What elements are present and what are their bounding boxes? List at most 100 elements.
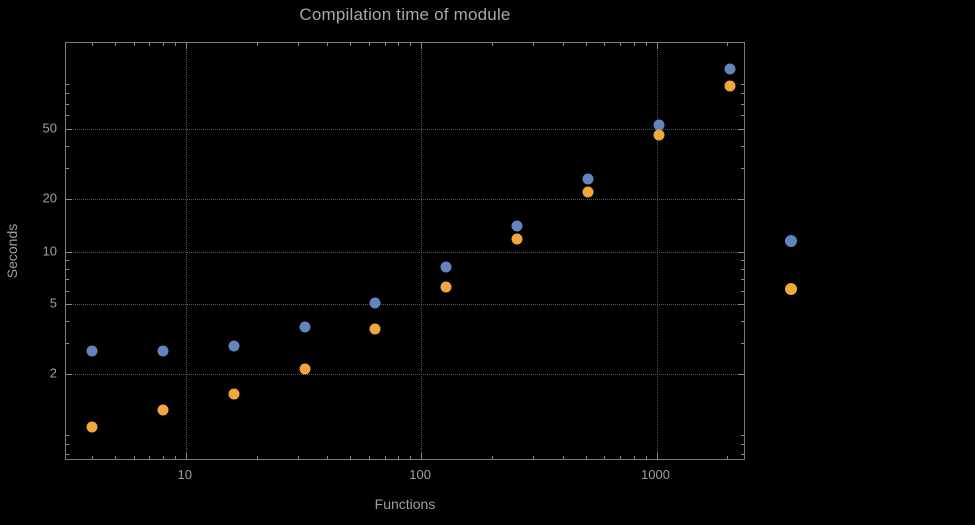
axis-tick bbox=[727, 456, 729, 459]
axis-tick bbox=[585, 43, 587, 46]
axis-tick bbox=[398, 456, 400, 459]
data-point-series-2 bbox=[86, 421, 98, 433]
data-point-series-1 bbox=[440, 261, 452, 273]
legend-marker-series-2 bbox=[785, 283, 797, 295]
axis-tick bbox=[741, 93, 744, 95]
axis-tick bbox=[491, 43, 493, 46]
axis-tick bbox=[66, 259, 69, 261]
axis-tick bbox=[645, 43, 647, 46]
axis-tick bbox=[66, 168, 69, 170]
axis-tick bbox=[741, 444, 744, 445]
axis-tick bbox=[738, 304, 744, 306]
axis-tick bbox=[66, 435, 69, 437]
axis-tick bbox=[66, 198, 72, 200]
y-tick-label: 5 bbox=[49, 295, 57, 311]
axis-tick bbox=[66, 103, 69, 105]
axis-tick bbox=[604, 456, 606, 459]
axis-tick bbox=[66, 268, 69, 270]
gridline-y-5 bbox=[66, 304, 744, 306]
axis-tick bbox=[162, 43, 164, 46]
axis-tick bbox=[368, 456, 370, 459]
axis-tick bbox=[66, 374, 72, 376]
y-axis-label: Seconds bbox=[4, 223, 20, 279]
axis-tick bbox=[256, 456, 258, 459]
axis-tick bbox=[185, 453, 187, 459]
axis-tick bbox=[738, 198, 744, 200]
gridline-x-1000 bbox=[656, 43, 658, 459]
data-point-series-1 bbox=[157, 345, 169, 357]
axis-tick bbox=[741, 454, 744, 456]
axis-tick bbox=[66, 454, 69, 456]
data-point-series-2 bbox=[228, 388, 240, 400]
data-point-series-2 bbox=[582, 186, 594, 198]
axis-tick bbox=[633, 43, 635, 46]
axis-tick bbox=[738, 129, 744, 131]
axis-tick bbox=[741, 268, 744, 270]
axis-tick bbox=[66, 290, 69, 292]
data-point-series-1 bbox=[369, 297, 381, 309]
data-point-series-2 bbox=[511, 233, 523, 245]
axis-tick bbox=[350, 43, 352, 46]
data-point-series-1 bbox=[653, 119, 665, 131]
axis-tick bbox=[66, 84, 69, 86]
axis-tick bbox=[162, 456, 164, 459]
axis-tick bbox=[633, 456, 635, 459]
data-point-series-2 bbox=[440, 281, 452, 293]
axis-tick bbox=[398, 43, 400, 46]
chart-title: Compilation time of module bbox=[299, 5, 511, 24]
axis-tick bbox=[298, 456, 300, 459]
axis-tick bbox=[298, 43, 300, 46]
data-point-series-2 bbox=[157, 404, 169, 416]
plot-frame bbox=[65, 42, 745, 460]
data-point-series-1 bbox=[299, 321, 311, 333]
data-point-series-1 bbox=[511, 220, 523, 232]
axis-tick bbox=[384, 456, 386, 459]
axis-tick bbox=[174, 43, 176, 46]
x-tick-label: 100 bbox=[409, 467, 431, 482]
axis-tick bbox=[133, 456, 135, 459]
gridline-y-2 bbox=[66, 374, 744, 376]
data-point-series-1 bbox=[228, 340, 240, 352]
axis-tick bbox=[66, 304, 72, 306]
axis-tick bbox=[66, 251, 72, 253]
axis-tick bbox=[66, 444, 69, 445]
data-point-series-2 bbox=[724, 80, 736, 92]
x-tick-label: 10 bbox=[177, 467, 192, 482]
axis-tick bbox=[741, 343, 744, 345]
axis-tick bbox=[741, 321, 744, 323]
axis-tick bbox=[185, 43, 187, 49]
axis-tick bbox=[741, 84, 744, 86]
gridline-x-100 bbox=[421, 43, 423, 459]
axis-tick bbox=[727, 43, 729, 46]
axis-tick bbox=[149, 456, 151, 459]
y-tick-label: 20 bbox=[42, 190, 57, 206]
x-tick-label: 1000 bbox=[641, 467, 670, 482]
x-axis-label: Functions bbox=[374, 496, 436, 512]
axis-tick bbox=[645, 456, 647, 459]
axis-tick bbox=[533, 43, 535, 46]
axis-tick bbox=[562, 456, 564, 459]
axis-tick bbox=[66, 343, 69, 345]
axis-tick bbox=[114, 43, 116, 46]
axis-tick bbox=[741, 278, 744, 280]
axis-tick bbox=[656, 453, 658, 459]
axis-tick bbox=[533, 456, 535, 459]
axis-tick bbox=[256, 43, 258, 46]
data-point-series-1 bbox=[86, 345, 98, 357]
gridline-y-20 bbox=[66, 198, 744, 200]
axis-tick bbox=[656, 43, 658, 49]
axis-tick bbox=[741, 259, 744, 261]
axis-tick bbox=[741, 435, 744, 437]
axis-tick bbox=[66, 321, 69, 323]
axis-tick bbox=[741, 168, 744, 170]
axis-tick bbox=[350, 456, 352, 459]
y-tick-label: 2 bbox=[49, 365, 57, 381]
axis-tick bbox=[738, 251, 744, 253]
data-point-series-2 bbox=[299, 363, 311, 375]
axis-tick bbox=[149, 43, 151, 46]
axis-tick bbox=[741, 103, 744, 105]
axis-tick bbox=[585, 456, 587, 459]
data-point-series-1 bbox=[724, 63, 736, 75]
axis-tick bbox=[491, 456, 493, 459]
